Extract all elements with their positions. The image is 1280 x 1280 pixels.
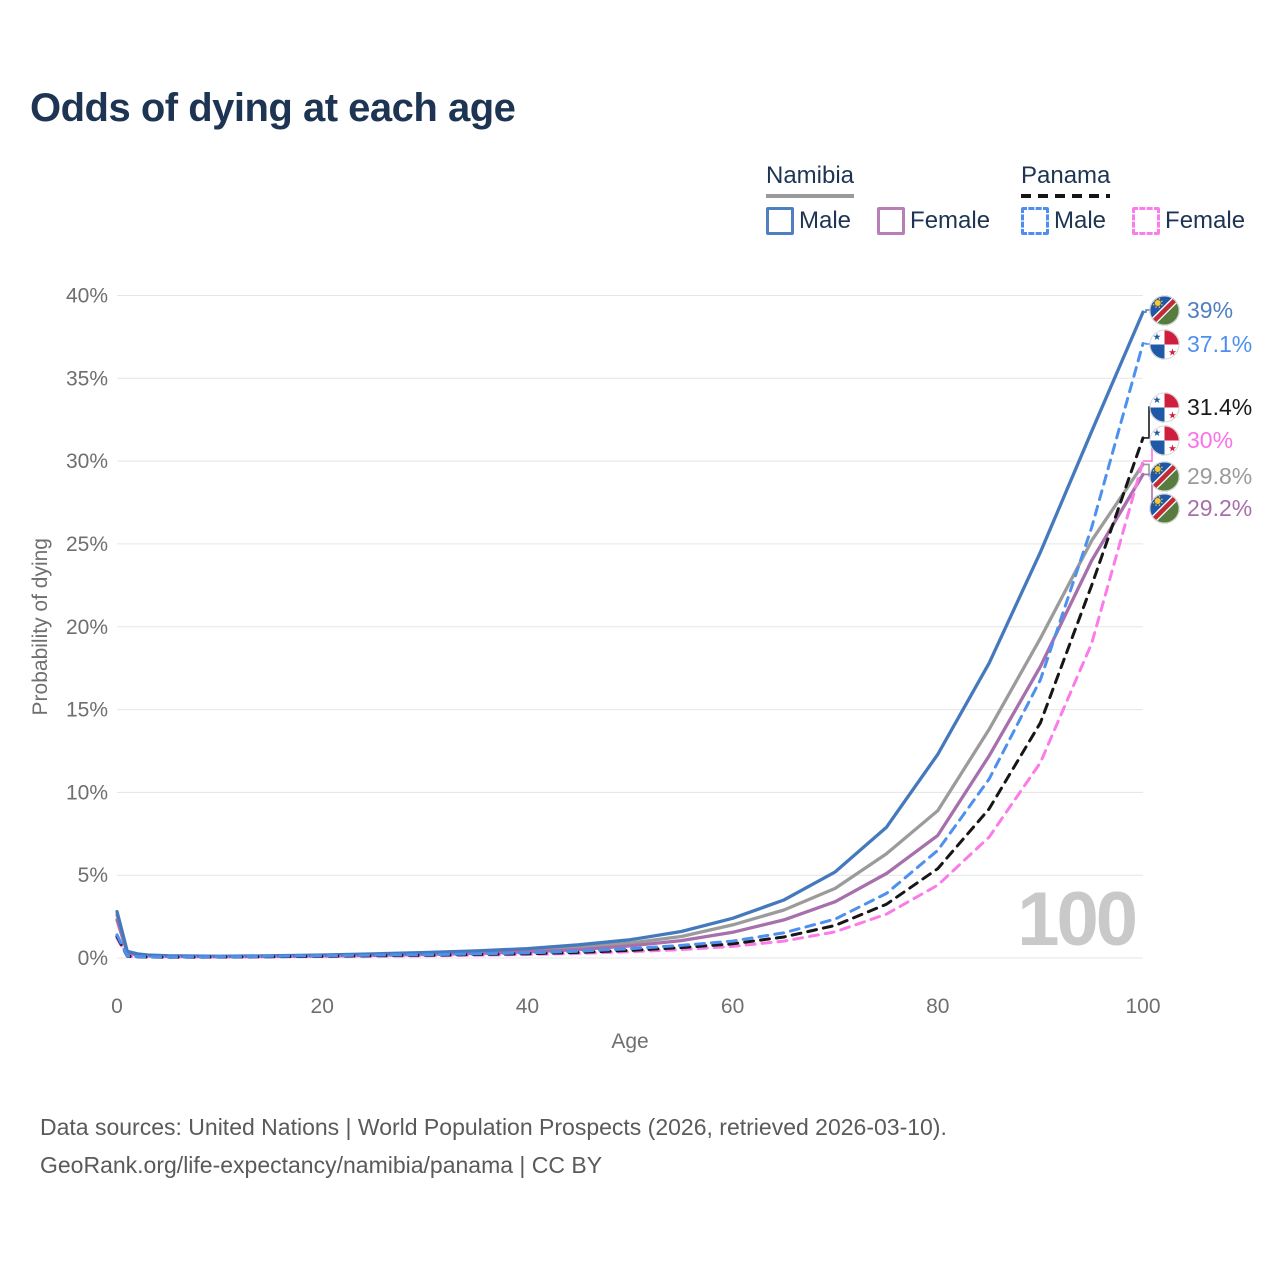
legend-item-panama-male[interactable]: Male bbox=[1021, 207, 1106, 235]
end-value-label: 29.2% bbox=[1187, 494, 1253, 521]
y-tick-label: 10% bbox=[66, 781, 108, 804]
y-tick-label: 0% bbox=[78, 947, 108, 970]
namibia-flag-icon bbox=[1149, 492, 1180, 524]
end-value-label: 37.1% bbox=[1187, 330, 1253, 357]
legend-group-panama: Panama Male Female bbox=[1021, 162, 1245, 235]
x-tick-label: 20 bbox=[311, 995, 334, 1018]
legend-item-namibia-female[interactable]: Female bbox=[877, 207, 990, 235]
namibia-line-swatch bbox=[766, 194, 855, 198]
namibia-flag-icon bbox=[1149, 460, 1180, 492]
svg-text:★: ★ bbox=[1168, 443, 1177, 454]
legend-item-label: Male bbox=[1054, 207, 1107, 234]
end-value-label: 30% bbox=[1187, 426, 1234, 453]
legend-country-panama: Panama bbox=[1021, 162, 1111, 198]
legend-country-label: Panama bbox=[1021, 162, 1111, 189]
namibia-flag-icon bbox=[1149, 294, 1180, 326]
namibia-female-checkbox bbox=[877, 207, 906, 235]
end-label-namibia-both: 29.8% bbox=[1149, 460, 1252, 492]
line-namibia-male bbox=[115, 310, 1145, 958]
legend-items-panama: Male Female bbox=[1021, 207, 1245, 235]
y-tick-label: 5% bbox=[78, 864, 108, 887]
end-label-panama-male: ★ ★ 37.1% bbox=[1149, 328, 1252, 360]
svg-text:★: ★ bbox=[1153, 332, 1162, 343]
legend-country-label: Namibia bbox=[766, 162, 855, 189]
y-tick-label: 40% bbox=[66, 285, 108, 308]
legend-group-namibia: Namibia Male Female bbox=[766, 162, 990, 235]
end-label-namibia-male: 39% bbox=[1149, 294, 1233, 326]
legend-item-namibia-male[interactable]: Male bbox=[766, 207, 851, 235]
x-tick-label: 80 bbox=[926, 995, 949, 1018]
line-panama-both bbox=[115, 436, 1145, 959]
svg-text:★: ★ bbox=[1168, 347, 1177, 358]
y-tick-label: 20% bbox=[66, 616, 108, 639]
end-value-label: 39% bbox=[1187, 296, 1234, 323]
namibia-male-checkbox bbox=[766, 207, 794, 235]
page-title: Odds of dying at each age bbox=[30, 86, 516, 130]
legend-item-label: Female bbox=[1165, 207, 1246, 234]
footer: Data sources: United Nations | World Pop… bbox=[40, 1108, 947, 1184]
x-axis-title: Age bbox=[611, 1030, 648, 1053]
y-tick-label: 25% bbox=[66, 533, 108, 556]
end-label-panama-female: ★ ★ 30% bbox=[1149, 424, 1233, 456]
legend-item-label: Male bbox=[799, 207, 852, 234]
x-tick-label: 100 bbox=[1125, 995, 1160, 1018]
x-tick-label: 0 bbox=[111, 995, 123, 1018]
end-label-namibia-female: 29.2% bbox=[1149, 492, 1252, 524]
panama-flag-icon: ★ ★ bbox=[1149, 391, 1180, 423]
svg-text:★: ★ bbox=[1153, 395, 1162, 406]
line-panama-male bbox=[115, 342, 1145, 959]
end-value-label: 31.4% bbox=[1187, 393, 1253, 420]
end-label-panama-both: ★ ★ 31.4% bbox=[1149, 391, 1252, 423]
svg-text:★: ★ bbox=[1168, 410, 1177, 421]
x-tick-label: 60 bbox=[721, 995, 744, 1018]
panama-female-checkbox bbox=[1132, 207, 1161, 235]
panama-flag-icon: ★ ★ bbox=[1149, 424, 1180, 456]
age-indicator: 100 bbox=[1017, 877, 1138, 962]
panama-line-swatch bbox=[1021, 194, 1111, 198]
panama-flag-icon: ★ ★ bbox=[1149, 328, 1180, 360]
footer-sources: Data sources: United Nations | World Pop… bbox=[40, 1114, 947, 1140]
svg-text:★: ★ bbox=[1153, 428, 1162, 439]
x-tick-label: 40 bbox=[516, 995, 539, 1018]
y-axis-title: Probability of dying bbox=[29, 538, 52, 715]
y-tick-label: 35% bbox=[66, 367, 108, 390]
panama-male-checkbox bbox=[1021, 207, 1049, 235]
legend-items-namibia: Male Female bbox=[766, 207, 990, 235]
footer-link: GeoRank.org/life-expectancy/namibia/pana… bbox=[40, 1152, 603, 1178]
legend-country-namibia: Namibia bbox=[766, 162, 855, 198]
y-tick-label: 15% bbox=[66, 699, 108, 722]
end-value-label: 29.8% bbox=[1187, 462, 1253, 489]
y-tick-label: 30% bbox=[66, 450, 108, 473]
legend-item-panama-female[interactable]: Female bbox=[1132, 207, 1245, 235]
legend-item-label: Female bbox=[910, 207, 991, 234]
